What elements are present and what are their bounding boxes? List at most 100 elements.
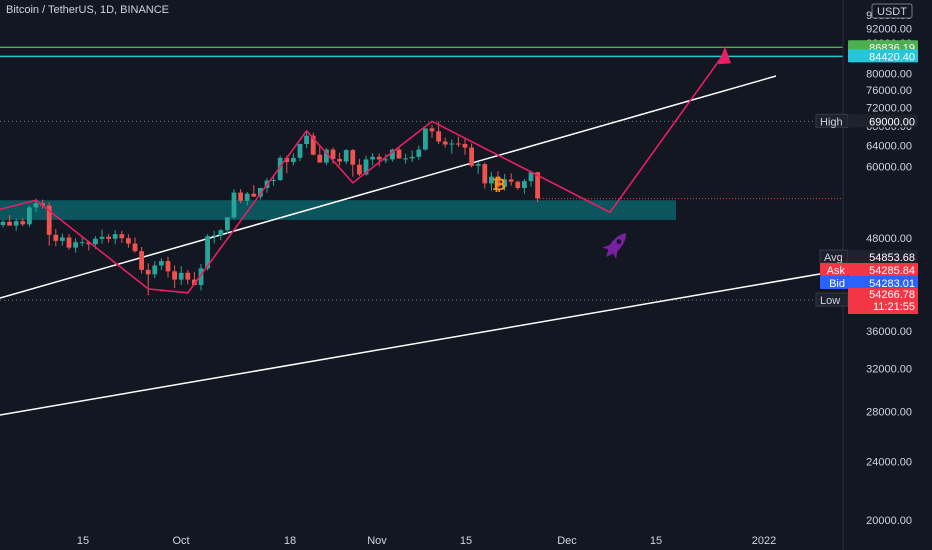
candle-body bbox=[172, 271, 177, 280]
bid-value-bg bbox=[848, 276, 918, 289]
y-tick-label: 28000.00 bbox=[866, 407, 912, 419]
candle-body bbox=[502, 179, 507, 187]
candle-body bbox=[376, 156, 382, 160]
symbol-title: Bitcoin / TetherUS, 1D, BINANCE bbox=[6, 4, 170, 16]
candle-body bbox=[343, 150, 349, 162]
horizontal-levels bbox=[0, 46, 843, 301]
candle-body bbox=[442, 141, 448, 145]
avg-value-bg bbox=[848, 250, 918, 263]
candle-body bbox=[46, 205, 52, 235]
x-tick-label: Dec bbox=[557, 535, 577, 547]
candle-body bbox=[522, 181, 527, 188]
candle-body bbox=[205, 236, 210, 269]
candle-body bbox=[53, 234, 59, 241]
candle-body bbox=[238, 192, 243, 201]
candle-body bbox=[403, 158, 408, 160]
candle-body bbox=[357, 164, 362, 175]
candle-body bbox=[86, 242, 92, 245]
candle-body bbox=[251, 193, 257, 197]
candle-body bbox=[396, 149, 402, 159]
candle-body bbox=[390, 149, 395, 160]
candle-body bbox=[13, 221, 19, 226]
bitcoin-icon: ₿ bbox=[492, 175, 506, 195]
avg-label: Avg bbox=[824, 252, 843, 264]
candle-body bbox=[192, 279, 197, 285]
candle-body bbox=[271, 180, 276, 182]
y-tick-label: 32000.00 bbox=[866, 364, 912, 376]
candle-body bbox=[145, 269, 151, 275]
candle-body bbox=[33, 203, 39, 208]
ask-value-bg bbox=[848, 263, 918, 276]
candle-body bbox=[106, 236, 111, 239]
avg-value: 54853.68 bbox=[869, 252, 915, 264]
candle-body bbox=[324, 149, 329, 163]
candle-body bbox=[277, 157, 283, 181]
candle-body bbox=[159, 261, 164, 266]
y-tick-label: 60000.00 bbox=[866, 161, 912, 173]
candle-body bbox=[436, 131, 441, 142]
x-tick-label: 15 bbox=[77, 535, 89, 547]
candle-body bbox=[337, 158, 342, 162]
high-label: High bbox=[820, 116, 843, 128]
low-label: Low bbox=[820, 295, 840, 307]
candle-body bbox=[139, 251, 144, 270]
candle-body bbox=[515, 181, 521, 188]
ask-label: Ask bbox=[827, 265, 846, 277]
candle-body bbox=[132, 243, 138, 252]
x-tick-label: Oct bbox=[172, 535, 189, 547]
candle-body bbox=[93, 238, 98, 245]
trend-channel bbox=[0, 75, 844, 416]
candle-body bbox=[330, 149, 336, 159]
y-tick-label: 20000.00 bbox=[866, 515, 912, 527]
candle-body bbox=[99, 236, 105, 239]
candle-body bbox=[469, 147, 474, 166]
candle-body bbox=[449, 143, 455, 145]
candle-body bbox=[456, 143, 461, 145]
candle-body bbox=[310, 135, 316, 155]
x-tick-label: Nov bbox=[367, 535, 387, 547]
x-axis-ticks: 15 Oct 18 Nov 15 Dec 15 2022 bbox=[77, 535, 776, 547]
candle-body bbox=[284, 157, 290, 163]
x-tick-label: 18 bbox=[284, 535, 296, 547]
ask-value: 54285.84 bbox=[869, 265, 915, 277]
candle-body bbox=[152, 265, 158, 275]
candle-body bbox=[535, 172, 540, 199]
candle-body bbox=[60, 237, 65, 241]
y-tick-label: 80000.00 bbox=[866, 69, 912, 81]
candle-body bbox=[0, 221, 6, 226]
projection-arrowhead bbox=[718, 46, 731, 65]
y-tick-label: 72000.00 bbox=[866, 103, 912, 115]
time-axis[interactable] bbox=[0, 530, 843, 550]
candle-body bbox=[291, 157, 296, 163]
candle-body bbox=[363, 159, 369, 175]
bid-label: Bid bbox=[829, 278, 845, 290]
y-tick-label: 48000.00 bbox=[866, 233, 912, 245]
candle-body bbox=[258, 187, 263, 197]
x-tick-label: 15 bbox=[650, 535, 662, 547]
candle-body bbox=[244, 193, 250, 201]
support-zone bbox=[0, 200, 676, 220]
candle-body bbox=[79, 242, 85, 244]
candle-body bbox=[198, 268, 204, 285]
x-tick-label: 2022 bbox=[752, 535, 776, 547]
candle-body bbox=[495, 176, 501, 187]
currency-badge-bg bbox=[871, 3, 913, 19]
candle-body bbox=[178, 272, 184, 280]
candle-body bbox=[185, 272, 191, 280]
candle-body bbox=[508, 179, 514, 182]
rocket-icon bbox=[602, 233, 627, 259]
currency-badge: USDT bbox=[877, 6, 907, 18]
candle-body bbox=[165, 261, 171, 272]
candle-body bbox=[370, 156, 375, 160]
candle-body bbox=[7, 221, 12, 226]
last-price-bg bbox=[848, 288, 918, 314]
candle-body bbox=[225, 217, 230, 231]
candle-body bbox=[119, 234, 125, 239]
candle-body bbox=[112, 234, 118, 239]
bid-label-bg bbox=[820, 276, 848, 289]
y-tick-label: 76000.00 bbox=[866, 85, 912, 97]
level-tag-cyan-bg bbox=[848, 49, 918, 63]
y-tick-label: 24000.00 bbox=[866, 456, 912, 468]
zigzag-line bbox=[0, 51, 726, 294]
